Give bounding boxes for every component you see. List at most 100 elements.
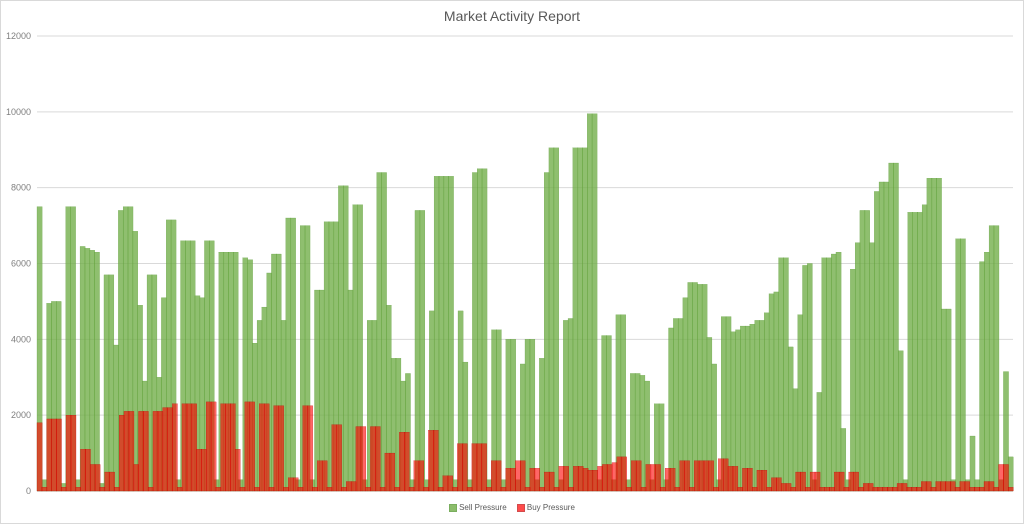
buy-point (355, 426, 362, 492)
buy-point (578, 466, 584, 492)
buy-point (602, 464, 608, 492)
buy-point (597, 466, 603, 492)
buy-point (249, 401, 255, 492)
buy-point (90, 464, 96, 492)
buy-point (911, 487, 917, 492)
buy-point (99, 487, 106, 492)
sell-point (567, 318, 574, 492)
sell-point (869, 242, 875, 492)
sell-point (850, 269, 856, 492)
buy-point (582, 468, 589, 492)
buy-point (326, 487, 333, 492)
buy-point (679, 460, 685, 492)
sell-point (687, 282, 693, 492)
sell-point (749, 324, 756, 492)
buy-point (795, 471, 801, 492)
buy-point (872, 487, 879, 492)
buy-point (321, 460, 328, 492)
buy-point (959, 481, 966, 492)
buy-point (220, 403, 226, 492)
buy-point (988, 481, 995, 492)
y-tick-label: 0 (26, 486, 31, 496)
sell-point (921, 204, 928, 492)
buy-point (974, 487, 980, 492)
sell-point (893, 162, 899, 492)
buy-point (979, 487, 985, 492)
buy-point (157, 411, 164, 492)
sell-point (587, 113, 593, 492)
buy-point (858, 487, 864, 492)
buy-point (838, 471, 845, 492)
buy-point (863, 483, 869, 492)
buy-point (41, 487, 48, 492)
sell-point (544, 172, 550, 492)
buy-point (573, 466, 579, 492)
sell-point (807, 263, 813, 492)
buy-point (288, 477, 294, 492)
sell-point (419, 210, 426, 492)
buy-point (650, 464, 656, 492)
buy-point (181, 403, 188, 492)
sell-point (692, 282, 698, 492)
sell-point (874, 191, 880, 492)
sell-point (759, 320, 765, 492)
sell-point (979, 261, 985, 492)
buy-point (563, 466, 569, 492)
buy-point (645, 464, 652, 492)
sell-point (103, 274, 110, 492)
buy-point (901, 483, 908, 492)
sell-point (864, 210, 870, 492)
sell-point (481, 168, 488, 492)
legend-item-sell[interactable]: Sell Pressure (449, 503, 507, 512)
buy-point (756, 470, 763, 492)
sell-point (955, 238, 961, 492)
buy-point (80, 449, 86, 492)
buy-point (505, 468, 511, 492)
buy-point (776, 477, 782, 492)
buy-point (935, 481, 941, 492)
buy-point (360, 426, 367, 492)
buy-point (350, 481, 357, 492)
sell-point (988, 225, 995, 492)
buy-point (529, 468, 536, 492)
sell-point (960, 238, 966, 492)
sell-point (969, 435, 976, 492)
buy-point (491, 460, 497, 492)
buy-point (384, 452, 391, 492)
buy-point (119, 415, 125, 492)
buy-point (210, 401, 217, 492)
buy-point (568, 487, 574, 492)
buy-point (370, 426, 376, 492)
buy-point (867, 483, 874, 492)
sell-point (926, 178, 933, 492)
sell-point (993, 225, 1000, 492)
buy-point (983, 481, 990, 492)
buy-point (500, 487, 507, 492)
sell-point (343, 185, 349, 492)
buy-point (225, 403, 231, 492)
buy-point (950, 481, 956, 492)
buy-point (558, 466, 565, 492)
buy-point (674, 487, 681, 492)
sell-point (414, 210, 421, 492)
sell-point (563, 320, 569, 492)
buy-point (766, 487, 772, 492)
buy-point (94, 464, 101, 492)
legend-item-buy[interactable]: Buy Pressure (516, 503, 575, 512)
buy-point (341, 487, 347, 492)
buy-point (520, 460, 526, 492)
sell-point (553, 147, 559, 492)
sell-point (477, 168, 483, 492)
sell-point (548, 147, 555, 492)
buy-point (302, 405, 309, 492)
y-tick-label: 12000 (6, 31, 31, 41)
buy-point (1003, 464, 1009, 492)
sell-point (744, 325, 751, 492)
buy-point (780, 483, 787, 492)
sell-point (591, 113, 598, 492)
buy-point (263, 403, 270, 492)
buy-point (230, 403, 236, 492)
buy-point (162, 407, 168, 492)
buy-point (186, 403, 193, 492)
